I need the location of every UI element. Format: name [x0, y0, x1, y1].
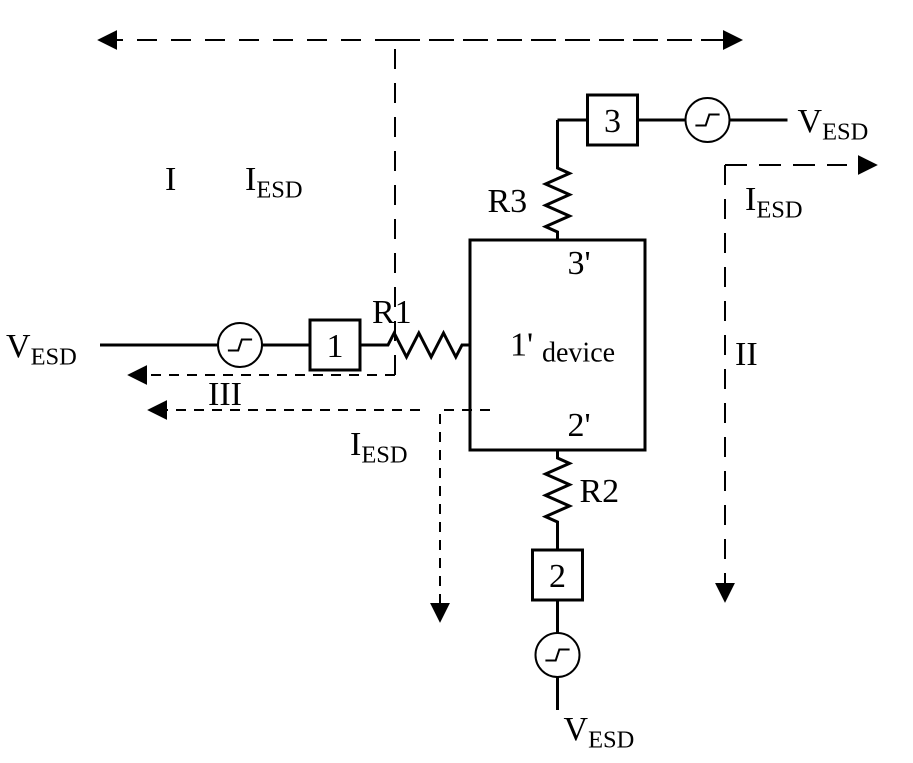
- device-terminal-1prime: 1': [510, 327, 533, 364]
- label-R3: R3: [488, 183, 528, 220]
- v-esd-bottom: VESD: [564, 711, 635, 753]
- roman-I: I: [165, 161, 176, 198]
- box-2: 2: [549, 558, 566, 595]
- v-esd-right: VESD: [798, 103, 869, 145]
- i-esd-mid: IESD: [350, 426, 408, 468]
- label-R1: R1: [372, 294, 412, 331]
- label-R2: R2: [580, 473, 620, 510]
- device-terminal-2prime: 2': [568, 407, 591, 444]
- roman-III: III: [208, 376, 242, 413]
- path-frame-top: [395, 40, 740, 375]
- esd-circuit-diagram: 1' device 3' 2' R1 1 VESD R3 3 VESD R2 2 VESD I IESD II…: [0, 0, 913, 763]
- box-1: 1: [327, 328, 344, 365]
- device-terminal-3prime: 3': [568, 245, 591, 282]
- i-esd-top-right: IESD: [745, 181, 803, 223]
- device-label: device: [542, 338, 615, 369]
- path-mid-down: [440, 410, 490, 620]
- v-esd-left: VESD: [6, 328, 77, 370]
- i-esd-top-left: IESD: [245, 161, 303, 203]
- roman-II: II: [735, 336, 758, 373]
- box-3: 3: [604, 103, 621, 140]
